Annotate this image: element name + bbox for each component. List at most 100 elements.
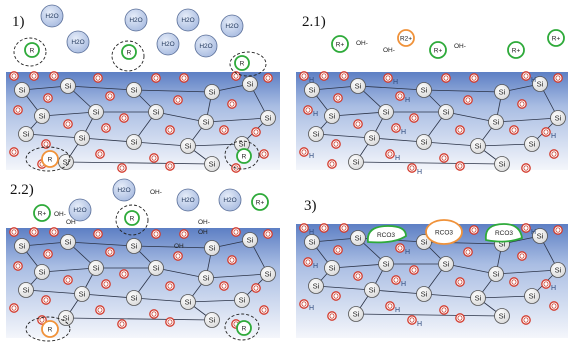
- svg-text:Si: Si: [63, 314, 70, 323]
- oxygen-atom: O: [333, 245, 343, 255]
- svg-text:O: O: [523, 73, 529, 80]
- alkali-ion: R+: [429, 41, 447, 59]
- svg-text:O: O: [97, 151, 103, 158]
- si-o-bond: [357, 85, 425, 91]
- oxygen-atom: O: [29, 227, 39, 237]
- svg-text:Si: Si: [383, 108, 390, 117]
- svg-text:O: O: [119, 165, 125, 172]
- si-o-bond: [331, 111, 387, 117]
- svg-text:Si: Si: [247, 80, 254, 89]
- oxygen-atom: O: [95, 149, 105, 159]
- svg-text:Si: Si: [19, 242, 26, 251]
- svg-text:Si: Si: [353, 310, 360, 319]
- panel-2-2: 2.2) Si Si Si Si Si Si Si Si Si Si Si Si Si Si Si Si Si O…: [6, 178, 280, 342]
- svg-text:H2O: H2O: [71, 39, 84, 46]
- oxygen-atom: O: [93, 229, 103, 239]
- oxygen-atom: O: [327, 311, 337, 321]
- si-o-bond: [495, 269, 559, 275]
- oxygen-atom: O: [391, 123, 401, 133]
- si-o-bond: [445, 111, 497, 123]
- svg-text:H2O: H2O: [161, 41, 174, 48]
- oxygen-atom: O: [549, 149, 559, 159]
- svg-text:O: O: [167, 163, 173, 170]
- svg-text:O: O: [181, 75, 187, 82]
- svg-text:O: O: [335, 95, 341, 102]
- si-o-bond: [41, 111, 97, 117]
- svg-text:O: O: [329, 161, 335, 168]
- svg-text:O: O: [265, 75, 271, 82]
- silicon-atom: Si: [378, 104, 394, 120]
- svg-text:Si: Si: [309, 86, 316, 95]
- svg-text:Si: Si: [209, 160, 216, 169]
- oxygen-atom: O: [439, 153, 449, 163]
- svg-text:O: O: [253, 129, 259, 136]
- carbonate-deposit: RCO3: [425, 219, 463, 245]
- hydrogen-atom: H: [417, 169, 422, 176]
- svg-text:Si: Si: [39, 268, 46, 277]
- svg-text:RCO3: RCO3: [495, 230, 513, 237]
- si-o-bond: [315, 133, 373, 139]
- svg-text:Si: Si: [443, 260, 450, 269]
- oxygen-atom: O: [29, 71, 39, 81]
- svg-text:Si: Si: [499, 88, 506, 97]
- svg-text:O: O: [397, 93, 403, 100]
- oxygen-atom: O: [41, 295, 51, 305]
- solution-species: R+ OH- H2O H2O OH- H2O H2O R+ OH- R R R: [25, 178, 269, 342]
- alkaline-earth-ion-r: R: [25, 316, 71, 342]
- svg-text:O: O: [341, 225, 347, 232]
- oxygen-atom: O: [455, 277, 465, 287]
- svg-text:O: O: [107, 93, 113, 100]
- silicon-atom: Si: [74, 130, 90, 146]
- si-o-bond: [155, 267, 207, 279]
- oxygen-atom: O: [231, 227, 241, 237]
- oxygen-atom: O: [173, 251, 183, 261]
- svg-text:R+: R+: [336, 42, 345, 49]
- hydrogen-atom: H: [309, 153, 314, 160]
- oxygen-atom: O: [227, 99, 237, 109]
- si-o-bond: [133, 245, 213, 249]
- svg-text:Si: Si: [131, 138, 138, 147]
- svg-text:R+: R+: [552, 36, 561, 43]
- svg-text:Si: Si: [383, 260, 390, 269]
- svg-text:Si: Si: [65, 238, 72, 247]
- hydrogen-atom: H: [395, 155, 400, 162]
- svg-text:O: O: [121, 271, 127, 278]
- oxygen-atom: O: [407, 315, 417, 325]
- oxygen-atom: O: [179, 229, 189, 239]
- svg-text:Si: Si: [185, 298, 192, 307]
- silicon-atom: Si: [416, 82, 432, 98]
- svg-text:Si: Si: [209, 244, 216, 253]
- oxygen-atom: O: [151, 229, 161, 239]
- silicon-atom: Si: [438, 256, 454, 272]
- silicon-atom: Si: [494, 84, 510, 100]
- water-molecule: H2O: [176, 188, 200, 212]
- oxygen-atom: O: [41, 139, 51, 149]
- svg-text:O: O: [411, 267, 417, 274]
- svg-text:Si: Si: [499, 240, 506, 249]
- svg-text:O: O: [31, 73, 37, 80]
- svg-text:Si: Si: [23, 130, 30, 139]
- svg-text:O: O: [471, 75, 477, 82]
- oxygen-atom: O: [553, 73, 563, 83]
- svg-text:O: O: [265, 231, 271, 238]
- silicon-atom: Si: [524, 288, 540, 304]
- oxygen-atom: O: [299, 147, 309, 157]
- svg-text:O: O: [167, 283, 173, 290]
- svg-text:Si: Si: [421, 138, 428, 147]
- water-molecule: H2O: [194, 34, 218, 58]
- alkaline-earth-ion: R2+: [397, 29, 415, 47]
- silicon-atom: Si: [18, 282, 34, 298]
- oxygen-atom: O: [93, 73, 103, 83]
- oxygen-atom: O: [439, 305, 449, 315]
- svg-text:Si: Si: [313, 282, 320, 291]
- silicon-atom: Si: [234, 292, 250, 308]
- oxygen-atom: O: [319, 71, 329, 81]
- alkali-ion: R+: [251, 193, 269, 211]
- svg-text:R+: R+: [512, 48, 521, 55]
- oxygen-atom: O: [407, 163, 417, 173]
- solution-species: RCO3 RCO3 RCO3: [366, 219, 523, 245]
- silicon-atom: Si: [470, 138, 486, 154]
- svg-text:Si: Si: [153, 264, 160, 273]
